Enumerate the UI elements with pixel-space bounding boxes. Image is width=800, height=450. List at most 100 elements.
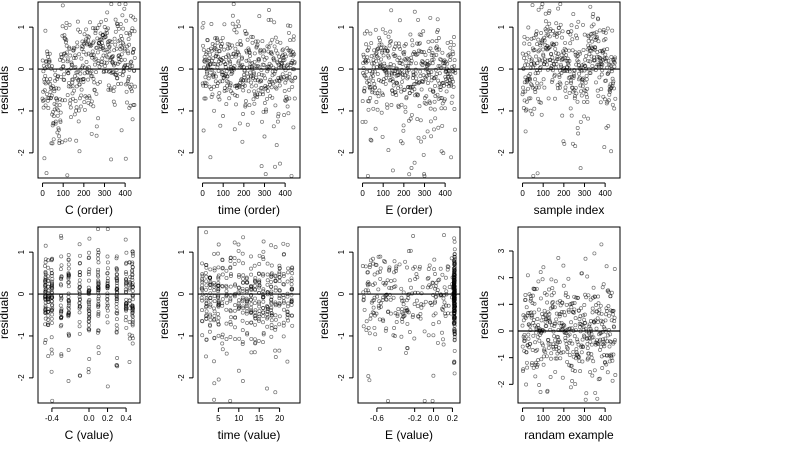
- residual-point: [57, 134, 62, 139]
- residual-point: [200, 308, 204, 313]
- residual-point: [452, 285, 457, 290]
- residual-point: [116, 26, 121, 31]
- residual-point: [81, 50, 86, 54]
- residual-point: [270, 37, 275, 42]
- residual-point: [124, 31, 129, 36]
- residual-point: [240, 297, 245, 302]
- residual-point: [212, 299, 217, 304]
- residual-point: [52, 107, 57, 112]
- residual-point: [252, 350, 257, 355]
- residual-point: [125, 44, 130, 49]
- residual-point: [240, 339, 245, 344]
- residual-point: [272, 79, 277, 84]
- residual-point: [379, 42, 384, 47]
- y-tick-label: -2: [337, 149, 346, 157]
- residual-point: [532, 301, 537, 306]
- residual-point: [129, 59, 134, 64]
- residual-point: [66, 379, 71, 383]
- residual-point: [409, 58, 414, 63]
- residual-point: [577, 355, 582, 360]
- residual-point: [400, 319, 405, 324]
- residual-point: [427, 101, 432, 105]
- residual-point: [126, 76, 131, 81]
- residual-point: [529, 59, 534, 64]
- residual-point: [86, 272, 91, 277]
- residual-point: [240, 342, 245, 346]
- residual-point: [582, 32, 587, 37]
- residual-point: [425, 58, 430, 63]
- residual-point: [596, 17, 601, 22]
- residual-point: [203, 57, 208, 62]
- residual-point: [554, 34, 559, 39]
- residual-point: [431, 53, 436, 58]
- residual-point: [232, 64, 237, 69]
- residual-point: [200, 278, 205, 283]
- residual-point: [385, 105, 390, 110]
- residual-point: [40, 58, 45, 63]
- residual-point: [59, 233, 63, 238]
- residual-point: [281, 241, 286, 246]
- residual-point: [268, 94, 273, 99]
- residual-point: [613, 96, 618, 101]
- residual-point: [412, 302, 417, 307]
- residual-point: [436, 125, 441, 130]
- residual-point: [114, 256, 119, 261]
- residual-point: [589, 332, 594, 336]
- residual-point: [208, 286, 213, 290]
- residual-point: [435, 29, 440, 34]
- residual-point: [588, 36, 593, 41]
- residual-point: [389, 103, 394, 107]
- residual-point: [264, 55, 269, 60]
- residual-point: [580, 271, 584, 276]
- residual-point: [224, 351, 229, 356]
- residual-point: [521, 85, 525, 90]
- residual-point: [583, 57, 588, 62]
- residual-point: [543, 19, 548, 24]
- residual-point: [563, 290, 568, 295]
- residual-point: [49, 369, 54, 374]
- residual-point: [576, 19, 581, 24]
- residual-point: [567, 353, 572, 357]
- residual-point: [524, 59, 529, 64]
- residual-point: [411, 234, 416, 238]
- residual-point: [114, 276, 119, 281]
- residual-point: [439, 96, 444, 100]
- residual-point: [281, 320, 286, 325]
- residual-point: [584, 73, 589, 78]
- residual-point: [48, 90, 53, 94]
- residual-point: [528, 71, 533, 76]
- residual-point: [66, 266, 71, 271]
- residual-point: [552, 72, 557, 77]
- residual-point: [87, 314, 92, 319]
- residual-point: [271, 56, 276, 61]
- residual-point: [603, 52, 608, 57]
- residual-point: [108, 86, 113, 91]
- residual-point: [96, 351, 101, 356]
- residual-point: [566, 308, 571, 313]
- residual-point: [522, 338, 527, 343]
- residual-point: [536, 7, 541, 12]
- residual-point: [86, 38, 91, 43]
- residual-point: [406, 74, 411, 79]
- residual-point: [217, 49, 222, 54]
- residual-point: [410, 314, 415, 319]
- residual-point: [361, 294, 366, 299]
- residual-point: [370, 310, 375, 315]
- residual-point: [289, 276, 294, 281]
- residual-point: [367, 265, 372, 270]
- residual-point: [261, 92, 265, 97]
- residual-point: [593, 390, 598, 395]
- residual-point: [111, 61, 116, 66]
- residual-point: [422, 398, 427, 403]
- residual-point: [568, 106, 573, 111]
- residual-point: [285, 309, 290, 314]
- residual-point: [253, 322, 257, 327]
- x-tick-label: 200: [557, 189, 571, 198]
- residual-point: [220, 301, 225, 306]
- residual-point: [247, 103, 252, 108]
- residual-point: [533, 90, 538, 94]
- residual-point: [564, 95, 569, 100]
- residual-point: [261, 320, 265, 325]
- residual-point: [81, 45, 85, 50]
- residual-point: [445, 61, 450, 66]
